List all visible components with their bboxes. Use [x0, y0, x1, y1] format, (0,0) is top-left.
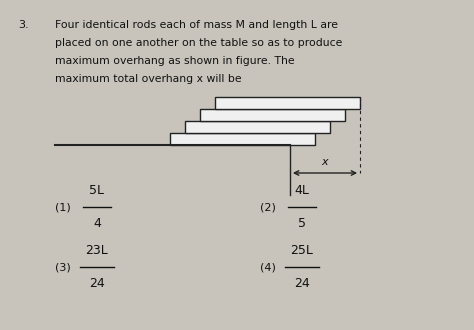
Text: 4L: 4L — [294, 184, 310, 197]
Text: (1): (1) — [55, 202, 71, 212]
Text: Four identical rods each of mass M and length L are: Four identical rods each of mass M and l… — [55, 20, 338, 30]
Text: 5: 5 — [298, 217, 306, 230]
Text: 24: 24 — [294, 277, 310, 290]
Text: 24: 24 — [89, 277, 105, 290]
Text: maximum total overhang x will be: maximum total overhang x will be — [55, 74, 242, 84]
Bar — [170, 133, 315, 145]
Text: (3): (3) — [55, 262, 71, 272]
Text: 4: 4 — [93, 217, 101, 230]
Text: (4): (4) — [260, 262, 276, 272]
Text: placed on one another on the table so as to produce: placed on one another on the table so as… — [55, 38, 342, 48]
Bar — [200, 109, 345, 121]
Text: 25L: 25L — [291, 244, 313, 257]
Text: x: x — [322, 157, 328, 167]
Text: (2): (2) — [260, 202, 276, 212]
Text: 23L: 23L — [86, 244, 109, 257]
Bar — [185, 121, 330, 133]
Text: 3.: 3. — [18, 20, 28, 30]
Text: 5L: 5L — [90, 184, 104, 197]
Bar — [215, 97, 360, 109]
Text: maximum overhang as shown in figure. The: maximum overhang as shown in figure. The — [55, 56, 295, 66]
